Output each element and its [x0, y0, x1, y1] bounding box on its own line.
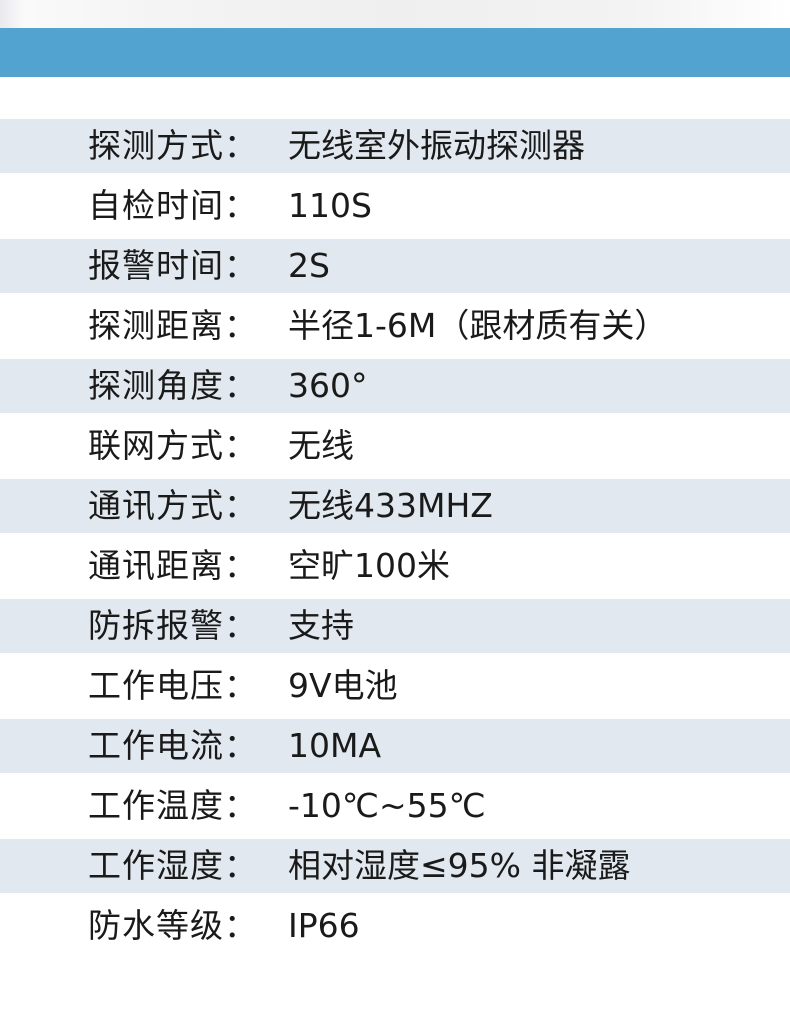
spec-row: 防水等级： IP66 — [0, 899, 790, 959]
spec-row: 报警时间： 2S — [0, 239, 790, 299]
spec-label: 防水等级： — [88, 906, 258, 945]
spec-label: 探测角度： — [88, 366, 258, 405]
spec-label: 自检时间： — [88, 186, 258, 225]
spec-value: 10MA — [288, 726, 382, 765]
spec-value: 无线433MHZ — [288, 486, 493, 525]
spec-value: 空旷100米 — [288, 546, 450, 585]
spec-row: 工作电压： 9V电池 — [0, 659, 790, 719]
spec-value: 无线 — [288, 426, 354, 465]
spec-value: 2S — [288, 246, 330, 285]
spec-label: 通讯距离： — [88, 546, 258, 585]
spec-row: 防拆报警： 支持 — [0, 599, 790, 659]
header-bar — [0, 28, 790, 77]
spec-label: 通讯方式： — [88, 486, 258, 525]
spec-label: 联网方式： — [88, 426, 258, 465]
spec-table: 探测方式： 无线室外振动探测器 自检时间： 110S 报警时间： 2S 探测距离： 半径1-6… — [0, 119, 790, 959]
spec-row: 工作湿度： 相对湿度≤95% 非凝露 — [0, 839, 790, 899]
spec-row: 探测方式： 无线室外振动探测器 — [0, 119, 790, 179]
spec-row: 联网方式： 无线 — [0, 419, 790, 479]
spec-value: 无线室外振动探测器 — [288, 126, 585, 165]
spec-label: 工作湿度： — [88, 846, 258, 885]
spec-label: 探测距离： — [88, 306, 258, 345]
spec-label: 工作电压： — [88, 666, 258, 705]
spec-label: 工作温度： — [88, 786, 258, 825]
spec-row: 自检时间： 110S — [0, 179, 790, 239]
spec-label: 探测方式： — [88, 126, 258, 165]
spec-label: 防拆报警： — [88, 606, 258, 645]
spec-label: 报警时间： — [88, 246, 258, 285]
spec-value: 半径1-6M（跟材质有关） — [288, 306, 668, 345]
spec-label: 工作电流： — [88, 726, 258, 765]
spec-value: 110S — [288, 186, 372, 225]
spec-value: 360° — [288, 366, 368, 405]
product-photo-strip — [0, 0, 790, 28]
spec-row: 探测距离： 半径1-6M（跟材质有关） — [0, 299, 790, 359]
spec-row: 工作温度： -10℃~55℃ — [0, 779, 790, 839]
spec-row: 通讯距离： 空旷100米 — [0, 539, 790, 599]
spec-row: 通讯方式： 无线433MHZ — [0, 479, 790, 539]
spec-value: 支持 — [288, 606, 354, 645]
spec-value: 相对湿度≤95% 非凝露 — [288, 846, 631, 885]
spec-row: 探测角度： 360° — [0, 359, 790, 419]
spec-value: 9V电池 — [288, 666, 398, 705]
spec-row: 工作电流： 10MA — [0, 719, 790, 779]
spec-value: -10℃~55℃ — [288, 786, 486, 825]
spec-value: IP66 — [288, 906, 360, 945]
